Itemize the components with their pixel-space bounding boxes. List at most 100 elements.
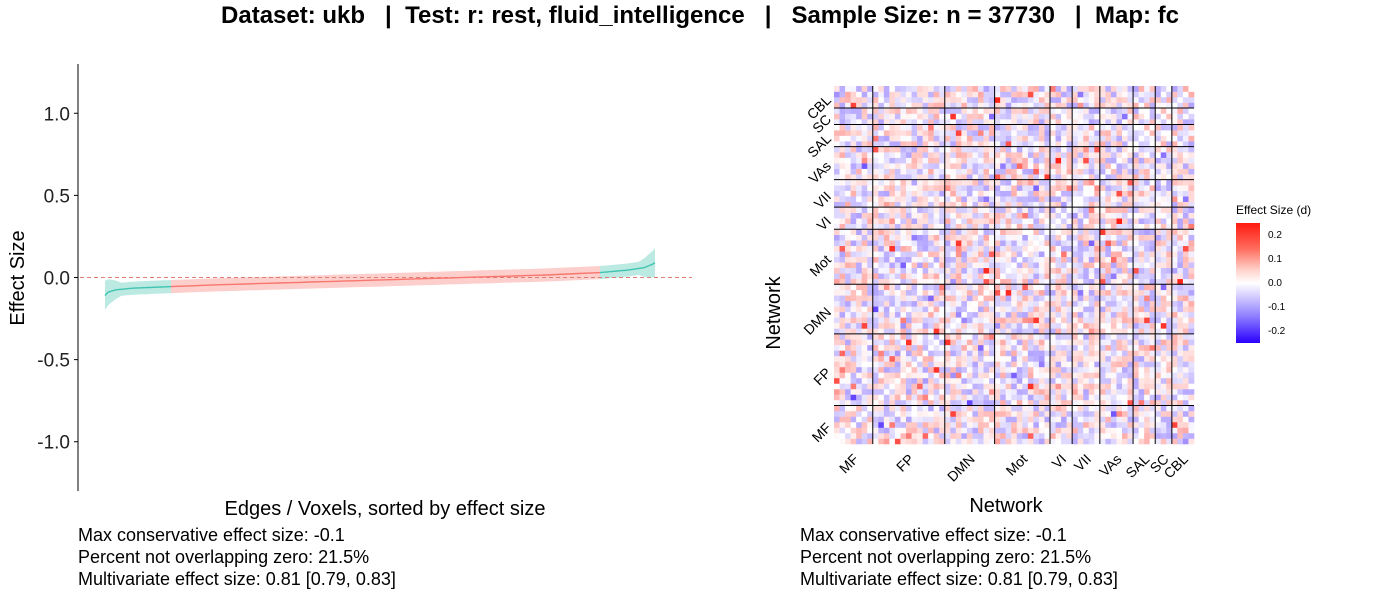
heatmap-cell — [1088, 306, 1095, 313]
heatmap-cell — [1083, 130, 1090, 136]
heatmap-cell — [1105, 229, 1112, 236]
heatmap-cell — [1072, 394, 1078, 401]
heatmap-cell — [1033, 322, 1040, 329]
heatmap-cell — [1160, 377, 1167, 384]
heatmap-cell — [966, 311, 973, 318]
heatmap-cell — [1027, 383, 1034, 390]
heatmap-cell — [939, 234, 946, 241]
heatmap-cell — [928, 328, 934, 335]
heatmap-cell — [1027, 168, 1034, 175]
heatmap-cell — [1122, 102, 1128, 109]
heatmap-cell — [1171, 344, 1178, 351]
heatmap-cell — [1171, 333, 1178, 340]
heatmap-cell — [1171, 366, 1178, 373]
heatmap-cell — [867, 130, 874, 136]
heatmap-cell — [1027, 113, 1034, 120]
heatmap-cell — [1050, 278, 1056, 285]
heatmap-cell — [1066, 317, 1073, 324]
heatmap-cell — [1110, 229, 1117, 236]
heatmap-cell — [861, 229, 868, 236]
heatmap-cell — [1138, 377, 1145, 384]
heatmap-cell — [878, 278, 885, 285]
heatmap-cell — [1110, 97, 1117, 103]
heatmap-cell — [911, 339, 918, 346]
heatmap-cell — [911, 361, 918, 368]
heatmap-cell — [856, 328, 862, 335]
heatmap-cell — [1033, 289, 1040, 296]
heatmap-cell — [861, 361, 868, 368]
heatmap-cell — [1050, 366, 1056, 373]
heatmap-cell — [1050, 256, 1056, 263]
heatmap-cell — [1061, 168, 1067, 175]
heatmap-cell — [1027, 251, 1034, 258]
heatmap-cell — [867, 157, 874, 164]
heatmap-cell — [845, 421, 851, 428]
heatmap-cell — [1083, 91, 1090, 98]
heatmap-cell — [1011, 135, 1018, 142]
heatmap-cell — [1116, 339, 1123, 346]
heatmap-cell — [1127, 141, 1134, 147]
heatmap-cell — [1050, 388, 1056, 395]
heatmap-cell — [983, 113, 990, 120]
heatmap-cell — [1061, 355, 1067, 362]
heatmap-cell — [845, 438, 851, 445]
heatmap-cell — [955, 421, 962, 428]
heatmap-cell — [1077, 86, 1084, 92]
heatmap-cell — [1127, 168, 1134, 175]
heatmap-cell — [878, 174, 885, 180]
heatmap-cell — [1016, 212, 1023, 219]
heatmap-cell — [906, 328, 912, 335]
heatmap-cell — [1038, 185, 1045, 191]
heatmap-cell — [1188, 168, 1195, 175]
heatmap-cell — [1022, 174, 1029, 180]
heatmap-cell — [867, 141, 874, 147]
heatmap-cell — [1122, 377, 1128, 384]
heatmap-cell — [1033, 124, 1040, 131]
heatmap-cell — [1105, 350, 1112, 357]
heatmap-cell — [978, 289, 984, 296]
heatmap-cell — [894, 289, 901, 296]
heatmap-cell — [1072, 267, 1078, 274]
heatmap-cell — [1149, 141, 1156, 147]
heatmap-cell — [894, 421, 901, 428]
heatmap-cell — [867, 240, 874, 247]
heatmap-cell — [972, 201, 979, 208]
heatmap-cell — [1160, 163, 1167, 169]
heatmap-cell — [1050, 102, 1056, 109]
heatmap-cell — [1099, 399, 1106, 406]
heatmap-cell — [1094, 119, 1101, 125]
heatmap-cell — [1083, 432, 1090, 439]
heatmap-cell — [1116, 245, 1123, 252]
heatmap-cell — [1011, 152, 1018, 158]
heatmap-cell — [1160, 311, 1167, 318]
heatmap-cell — [944, 366, 951, 373]
heatmap-cell — [944, 289, 951, 296]
heatmap-cell — [966, 427, 973, 434]
heatmap-cell — [1116, 240, 1123, 247]
heatmap-cell — [1116, 361, 1123, 368]
heatmap-cell — [1160, 212, 1167, 219]
heatmap-cell — [983, 146, 990, 153]
heatmap-cell — [933, 97, 940, 103]
heatmap-cell — [867, 201, 874, 208]
heatmap-cell — [1044, 322, 1051, 329]
heatmap-cell — [850, 399, 857, 406]
heatmap-cell — [939, 157, 946, 164]
heatmap-cell — [922, 366, 929, 373]
heatmap-cell — [1127, 372, 1134, 379]
heatmap-cell — [983, 355, 990, 362]
heatmap-cell — [883, 350, 890, 357]
heatmap-cell — [1177, 355, 1184, 362]
heatmap-cell — [1116, 333, 1123, 340]
heatmap-cell — [928, 86, 934, 92]
heatmap-cell — [1083, 240, 1090, 247]
heatmap-cell — [894, 212, 901, 219]
heatmap-cell — [961, 289, 968, 296]
heatmap-cell — [1011, 273, 1018, 280]
heatmap-cell — [1144, 218, 1150, 224]
heatmap-cell — [1166, 108, 1173, 114]
heatmap-cell — [1160, 174, 1167, 180]
heatmap-cell — [939, 399, 946, 406]
heatmap-cell — [861, 350, 868, 357]
heatmap-cell — [867, 229, 874, 236]
